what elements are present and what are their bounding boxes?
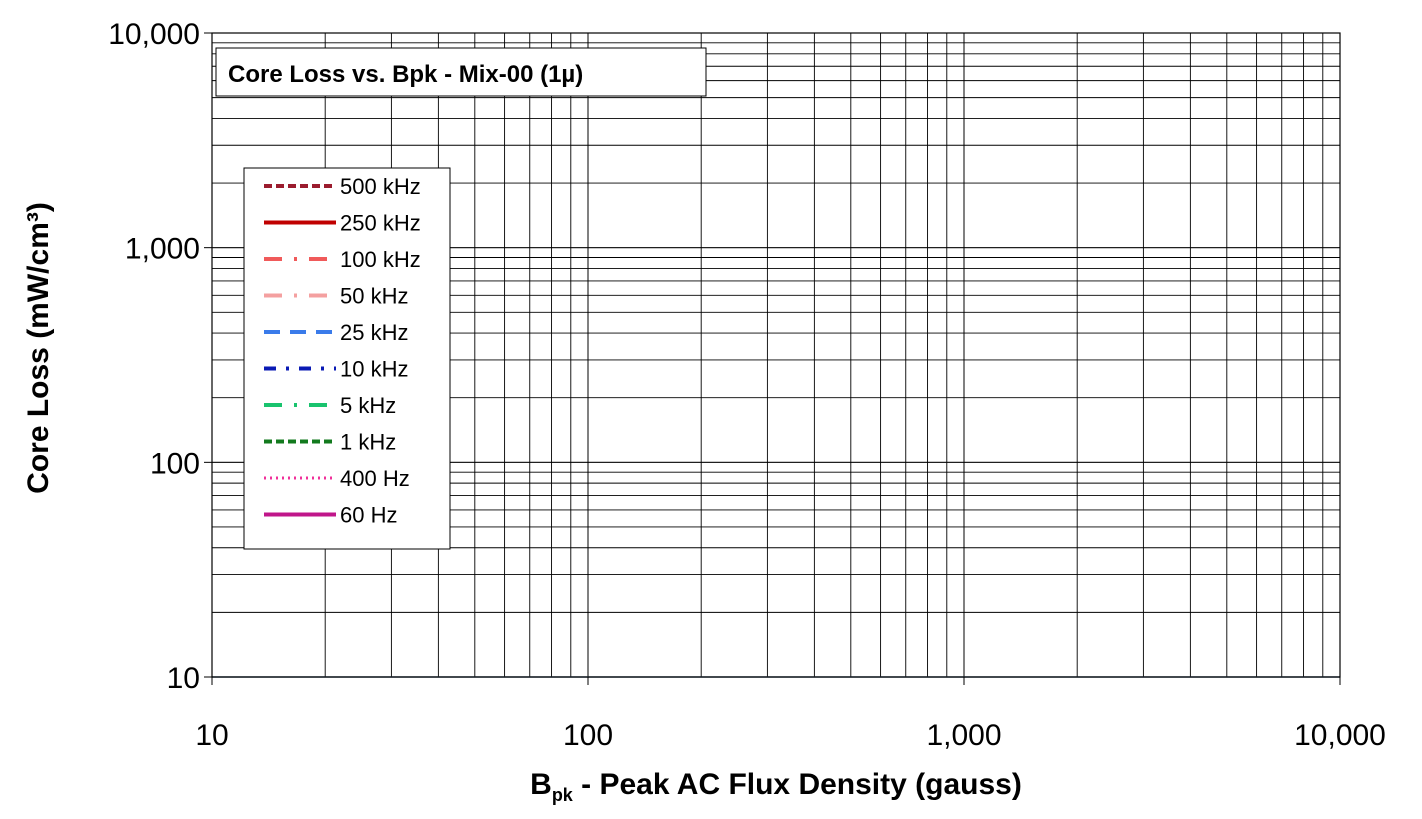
legend-label: 500 kHz [340,174,421,199]
x-axis-title-subscript: pk [551,785,573,805]
chart-title: Core Loss vs. Bpk - Mix-00 (1µ) [228,61,583,88]
x-tick-label: 1,000 [926,719,1001,752]
x-tick-label: 10,000 [1294,719,1386,752]
legend: 500 kHz 250 kHz 100 kHz 50 kHz 25 kHz 10 kHz 5… [243,167,451,550]
y-tick-label: 1,000 [125,233,200,266]
x-axis-title-rest: - Peak AC Flux Density (gauss) [572,768,1022,801]
grid-lines [212,33,1340,678]
plot-frame [211,32,1341,678]
legend-label: 400 Hz [340,466,410,491]
x-axis-title: Bpk - Peak AC Flux Density (gauss) [212,768,1340,806]
x-tick-label: 10 [195,719,228,752]
tick-labels: 10 100 1,000 10,000 10 100 1,000 10,000 [108,18,1386,752]
legend-label: 25 kHz [340,320,408,345]
legend-box [243,167,451,550]
y-axis-title: Core Loss (mW/cm³) [22,202,55,494]
legend-label: 1 kHz [340,430,396,455]
legend-label: 60 Hz [340,503,397,528]
x-tick-label: 100 [563,719,613,752]
legend-label: 5 kHz [340,393,396,418]
legend-label: 50 kHz [340,284,408,309]
legend-label: 250 kHz [340,211,421,236]
legend-label: 100 kHz [340,247,421,272]
x-axis-title-main: B [530,768,552,801]
legend-label: 10 kHz [340,357,408,382]
y-tick-label: 10 [167,662,200,695]
y-tick-label: 100 [150,447,200,480]
chart-title-box: Core Loss vs. Bpk - Mix-00 (1µ) [215,47,707,97]
y-tick-label: 10,000 [108,18,200,51]
